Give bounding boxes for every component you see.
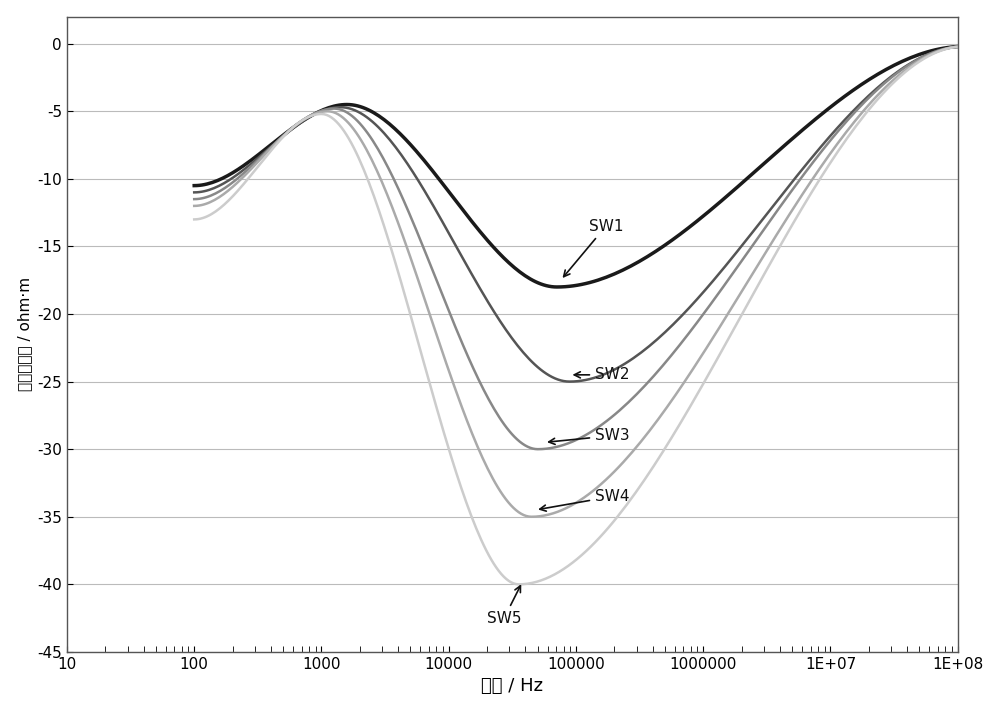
Text: SW3: SW3	[549, 428, 630, 444]
Text: SW4: SW4	[540, 489, 630, 511]
Y-axis label: 虚部电阻率 / ohm·m: 虚部电阻率 / ohm·m	[17, 277, 32, 392]
Text: SW2: SW2	[574, 367, 630, 382]
Text: SW5: SW5	[487, 586, 521, 626]
X-axis label: 频率 / Hz: 频率 / Hz	[481, 677, 543, 696]
Text: SW1: SW1	[564, 219, 623, 277]
